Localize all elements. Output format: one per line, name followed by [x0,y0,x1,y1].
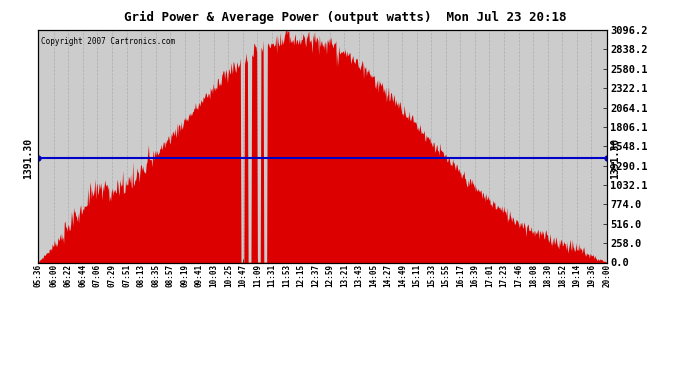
Text: 1391.30: 1391.30 [610,138,620,178]
Text: 1391.30: 1391.30 [23,138,33,178]
Text: Copyright 2007 Cartronics.com: Copyright 2007 Cartronics.com [41,37,175,46]
Text: Grid Power & Average Power (output watts)  Mon Jul 23 20:18: Grid Power & Average Power (output watts… [124,11,566,24]
